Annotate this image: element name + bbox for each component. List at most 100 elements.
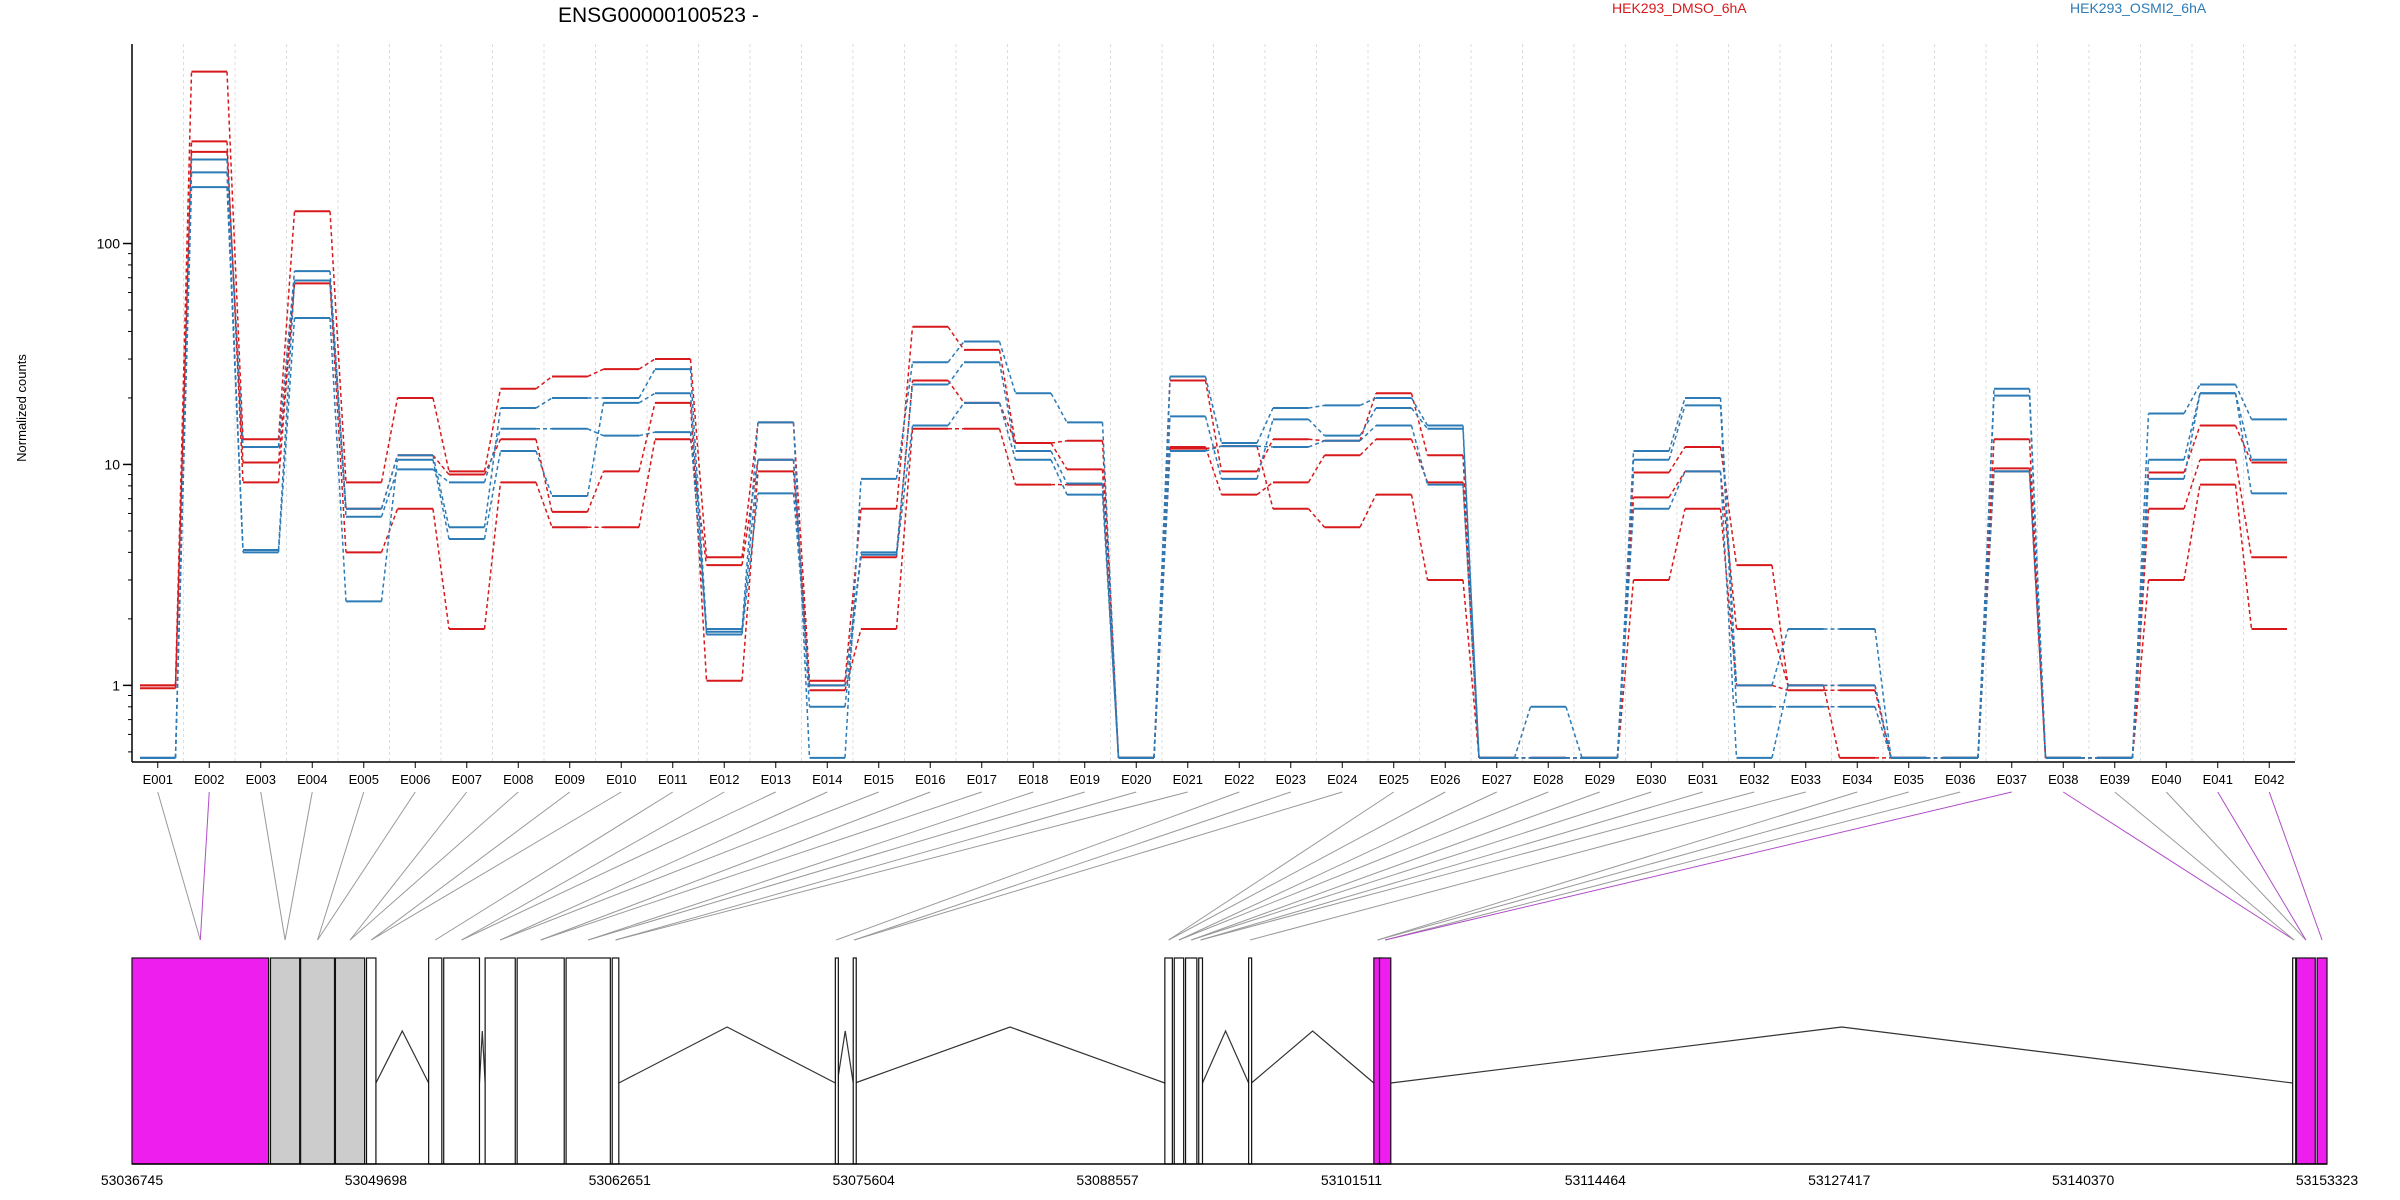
- data-connector: [689, 402, 708, 681]
- data-connector: [277, 283, 296, 463]
- gene-coordinate-label: 53088557: [1076, 1172, 1139, 1188]
- data-connector: [741, 422, 759, 558]
- data-connector: [1050, 392, 1068, 423]
- intron-line: [1251, 1030, 1375, 1084]
- x-tick-label: E001: [143, 772, 173, 787]
- data-connector: [2234, 393, 2253, 460]
- data-connector: [2234, 393, 2253, 494]
- exon-connector: [1385, 791, 1961, 941]
- data-connector: [226, 172, 244, 551]
- x-tick-label: E016: [915, 772, 945, 787]
- data-connector: [1410, 494, 1429, 581]
- data-connector: [226, 141, 244, 483]
- x-tick-label: E031: [1688, 772, 1718, 787]
- exon-connector: [1191, 791, 1652, 941]
- exon-connector: [349, 791, 519, 941]
- series-dmso-2: [140, 140, 2287, 759]
- data-connector: [1410, 425, 1429, 485]
- data-connector: [1771, 684, 1789, 692]
- data-connector: [1719, 405, 1738, 707]
- exon-connector: [854, 791, 1291, 941]
- data-connector: [947, 380, 965, 404]
- data-connector: [174, 71, 193, 686]
- data-connector: [998, 349, 1017, 444]
- data-connector: [1359, 407, 1377, 437]
- exon-block: [1173, 957, 1185, 1165]
- data-connector: [741, 459, 759, 632]
- exon-connectors: [157, 791, 2323, 941]
- data-connector: [1359, 393, 1377, 442]
- data-connector: [380, 469, 399, 517]
- data-connector: [277, 271, 296, 448]
- data-connector: [380, 459, 399, 602]
- data-connector: [1101, 494, 1120, 758]
- data-connector: [1308, 440, 1325, 448]
- data-connector: [895, 425, 914, 555]
- data-connector: [844, 478, 862, 758]
- exon-block: [2292, 957, 2297, 1165]
- legend: HEK293_DMSO_6hA HEK293_OSMI2_6hA: [1612, 0, 2207, 16]
- x-tick-label: E024: [1327, 772, 1357, 787]
- exon-block: [516, 957, 565, 1165]
- data-connector: [1308, 404, 1325, 409]
- data-connector: [1204, 416, 1223, 480]
- data-connector: [638, 368, 656, 399]
- exon-connector: [157, 791, 201, 941]
- exon-connector: [2268, 791, 2323, 941]
- data-connector: [1668, 508, 1686, 581]
- axes: 1 10 100 E001 E002 E003 E004 E005 E006 E007 E008 E0…: [97, 44, 2295, 787]
- exon-connector: [2165, 791, 2307, 941]
- exon-connector: [461, 791, 776, 941]
- exon-connector: [615, 791, 1188, 941]
- data-connector: [638, 392, 656, 404]
- data-connector: [380, 455, 399, 509]
- exon-connector: [2114, 791, 2295, 941]
- data-connector: [226, 187, 244, 553]
- data-connector: [1719, 397, 1738, 686]
- exon-connector: [2217, 791, 2307, 941]
- data-connector: [1359, 494, 1377, 528]
- data-connector: [1719, 471, 1738, 630]
- data-connector: [1874, 685, 1892, 758]
- exon-connector: [260, 791, 286, 941]
- data-connector: [587, 428, 604, 437]
- data-connector: [1771, 685, 1789, 758]
- data-connector: [1050, 450, 1068, 484]
- gene-coordinate-label: 53049698: [345, 1172, 408, 1188]
- data-connector: [998, 428, 1017, 485]
- data-connector: [1256, 445, 1274, 448]
- data-connector: [1771, 628, 1789, 686]
- x-tick-label: E006: [400, 772, 430, 787]
- exon-connector: [317, 791, 416, 941]
- exon-block: [365, 957, 377, 1165]
- data-connector: [277, 211, 296, 440]
- exon-connector: [1200, 791, 1703, 941]
- exon-connector: [370, 791, 622, 941]
- y-tick-label: 10: [104, 456, 120, 472]
- data-connector: [947, 361, 965, 385]
- data-connector: [586, 402, 605, 497]
- gene-coordinate-label: 53036745: [101, 1172, 164, 1188]
- exon-block: [1184, 957, 1198, 1165]
- data-connector: [1462, 484, 1480, 758]
- data-connector: [1204, 380, 1223, 472]
- x-tick-label: E023: [1276, 772, 1306, 787]
- exon-connector: [1377, 791, 1909, 941]
- data-connector: [483, 482, 502, 630]
- data-connector: [1050, 442, 1068, 470]
- x-tick-label: E002: [194, 772, 224, 787]
- exon-block: [1198, 957, 1204, 1165]
- exon-connector: [461, 791, 725, 941]
- data-connector: [2183, 484, 2201, 581]
- data-connector: [895, 326, 914, 509]
- exon-connector: [1178, 791, 1549, 941]
- intron-line: [478, 1030, 486, 1084]
- data-connector: [1874, 706, 1892, 759]
- exon-block: [611, 957, 620, 1165]
- exon-connector: [1385, 791, 2012, 941]
- data-connector: [1822, 685, 1841, 758]
- y-axis-label: Normalized counts: [14, 354, 29, 462]
- data-connector: [1668, 471, 1686, 498]
- data-connector: [1771, 565, 1789, 686]
